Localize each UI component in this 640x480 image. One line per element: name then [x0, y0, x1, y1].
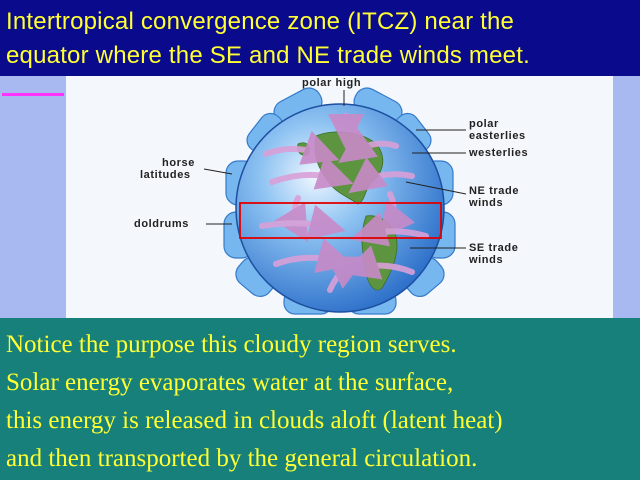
body-line-3: this energy is released in clouds aloft … — [6, 407, 503, 434]
right-margin — [613, 76, 640, 318]
title-band: Intertropical convergence zone (ITCZ) ne… — [0, 0, 640, 76]
label-ne-trade-1: NE trade — [469, 185, 520, 197]
globe-illustration — [203, 87, 467, 315]
label-ne-trade-2: winds — [469, 197, 504, 209]
label-horse-1: horse — [162, 157, 195, 169]
slide-title-line-1: Intertropical convergence zone (ITCZ) ne… — [6, 8, 515, 35]
body-line-1: Notice the purpose this cloudy region se… — [6, 331, 457, 358]
wind-arrows — [259, 113, 429, 293]
label-leaders — [203, 90, 467, 249]
explanation-band — [0, 318, 640, 480]
label-polar-easterlies-2: easterlies — [469, 130, 526, 142]
left-margin — [0, 76, 66, 318]
label-se-trade-2: winds — [469, 254, 504, 266]
label-polar-high: polar high — [302, 77, 362, 89]
label-polar-easterlies-1: polar — [469, 118, 499, 130]
accent-line — [2, 93, 64, 96]
label-westerlies: westerlies — [469, 147, 529, 159]
body-line-4: and then transported by the general circ… — [6, 445, 478, 472]
label-horse-2: latitudes — [140, 169, 191, 181]
global-circulation-diagram: polar high polar easterlies westerlies N… — [66, 76, 613, 318]
slide-title-line-2: equator where the SE and NE trade winds … — [6, 42, 530, 69]
label-doldrums: doldrums — [134, 218, 189, 230]
label-se-trade-1: SE trade — [469, 242, 519, 254]
body-line-2: Solar energy evaporates water at the sur… — [6, 369, 454, 396]
itcz-highlight-box — [239, 202, 442, 239]
